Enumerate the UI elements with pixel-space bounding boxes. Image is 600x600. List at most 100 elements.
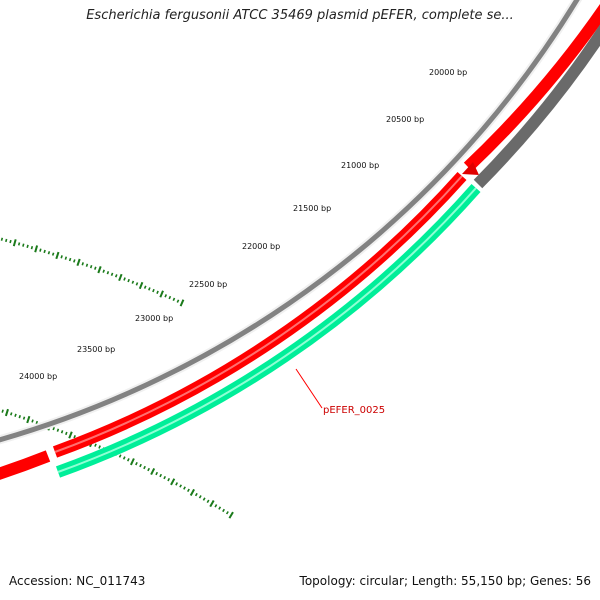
tick-mark <box>26 415 31 424</box>
tick-mark <box>170 478 176 486</box>
tick-mark <box>159 473 163 478</box>
tick-mark <box>159 290 164 298</box>
tick-mark <box>176 299 180 303</box>
tick-mark <box>52 426 55 431</box>
tick-mark <box>89 265 93 269</box>
outer-backbone-ring <box>0 0 583 445</box>
tick-mark <box>35 420 39 425</box>
tick-mark <box>0 237 4 241</box>
tick-mark <box>12 239 17 247</box>
tick-label: 21500 bp <box>293 204 331 213</box>
tick-mark <box>85 263 89 267</box>
accession-label: Accession: NC_011743 <box>9 574 146 588</box>
tick-mark <box>18 415 21 419</box>
tick-mark <box>139 463 142 468</box>
tick-mark <box>214 504 218 508</box>
tick-mark <box>60 255 63 259</box>
tick-mark <box>147 467 151 472</box>
tick-mark <box>98 445 101 449</box>
tick-mark <box>14 413 17 417</box>
tick-label: 24000 bp <box>19 372 57 381</box>
tick-mark <box>34 245 39 253</box>
tick-mark <box>22 243 25 247</box>
tick-mark <box>225 511 229 515</box>
tick-mark <box>218 506 222 510</box>
tick-mark <box>228 511 234 519</box>
tick-mark <box>175 482 179 486</box>
tick-mark <box>135 282 139 286</box>
tick-mark <box>68 431 73 439</box>
tick-mark <box>179 299 185 307</box>
tick-mark <box>194 492 198 497</box>
tick-mark <box>118 273 123 282</box>
tick-mark <box>94 443 97 447</box>
tick-mark <box>222 508 225 513</box>
tick-mark <box>172 297 176 302</box>
tick-mark <box>122 456 126 460</box>
tick-label: 23500 bp <box>77 345 115 354</box>
tick-mark <box>56 428 60 432</box>
tick-mark <box>30 245 34 250</box>
gene-label-leader <box>295 368 323 409</box>
tick-mark <box>131 280 135 284</box>
tick-mark <box>110 272 114 276</box>
topology-summary: Topology: circular; Length: 55,150 bp; G… <box>299 574 591 588</box>
tick-mark <box>65 431 68 436</box>
tick-mark <box>114 274 118 278</box>
tick-mark <box>60 430 64 434</box>
tick-mark <box>10 412 13 416</box>
tick-mark <box>5 238 8 243</box>
tick-mark <box>135 461 138 466</box>
tick-label: 22500 bp <box>189 280 227 289</box>
map-title: Escherichia fergusonii ATCC 35469 plasmi… <box>86 8 514 23</box>
forward-gene-upper-arrowhead <box>462 162 479 175</box>
tick-mark <box>202 497 206 501</box>
outer-backbone-ring-stroke <box>0 0 580 443</box>
tick-label: 20500 bp <box>386 115 424 124</box>
tick-mark <box>17 242 21 246</box>
gene-label-pEFER-0025: pEFER_0025 <box>323 405 385 416</box>
tick-mark <box>123 277 126 281</box>
tick-mark <box>106 271 110 275</box>
tick-mark <box>81 262 84 266</box>
tick-mark <box>187 488 190 492</box>
tick-mark <box>102 269 105 273</box>
tick-mark <box>55 251 60 260</box>
tick-mark <box>47 251 51 255</box>
tick-mark <box>156 290 159 294</box>
forward-gene-lower <box>0 450 51 480</box>
tick-mark <box>51 252 55 256</box>
tick-mark <box>143 285 147 289</box>
tick-mark <box>26 244 29 249</box>
tick-mark <box>73 259 76 263</box>
tick-mark <box>129 458 135 466</box>
reverse-gene-green-highlight <box>57 187 477 473</box>
tick-mark <box>148 287 151 291</box>
tick-label: 21000 bp <box>341 161 379 170</box>
tick-mark <box>73 435 76 439</box>
tick-mark <box>31 419 34 423</box>
tick-mark <box>143 465 146 470</box>
tick-mark <box>126 458 130 462</box>
tick-mark <box>179 484 183 488</box>
tick-mark <box>4 408 9 417</box>
reverse-gene-grey <box>473 24 600 189</box>
tick-mark <box>76 258 81 267</box>
tick-mark <box>64 256 68 260</box>
tick-mark <box>163 475 167 480</box>
tick-mark <box>43 249 46 254</box>
tick-mark <box>198 495 202 499</box>
tick-mark <box>22 416 26 420</box>
tick-mark <box>39 248 42 252</box>
tick-mark <box>209 500 215 508</box>
tick-mark <box>9 239 12 244</box>
tick-mark <box>138 281 144 290</box>
tick-mark <box>183 486 186 490</box>
tick-mark <box>155 471 159 476</box>
tick-mark <box>94 266 97 270</box>
tick-mark <box>1 409 4 413</box>
tick-mark <box>152 288 155 293</box>
tick-mark <box>68 257 72 262</box>
tick-mark <box>97 266 102 274</box>
